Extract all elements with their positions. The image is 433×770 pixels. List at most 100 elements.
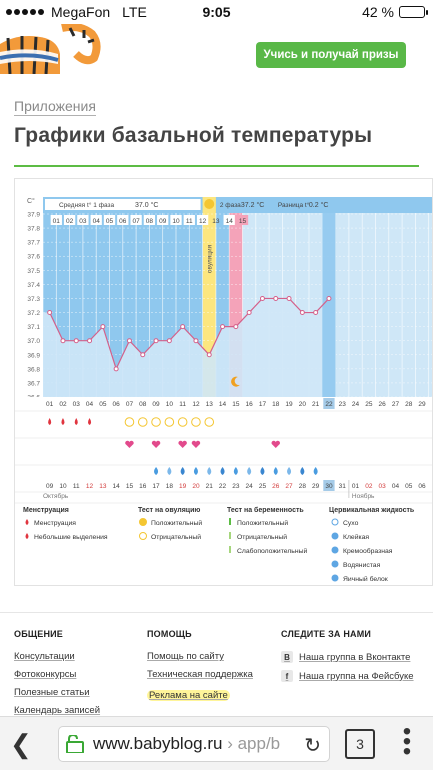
header-day-cell	[103, 215, 116, 225]
legend-fluid-icon	[331, 574, 339, 582]
temperature-point	[100, 324, 106, 330]
legend-item: Кремообразная	[343, 547, 393, 555]
day-number-label: 19	[285, 401, 293, 408]
ovulation-test-icon	[124, 417, 135, 427]
url-path[interactable]: › app/b	[222, 734, 281, 753]
facebook-link-label[interactable]: Наша группа на Фейсбуке	[299, 670, 414, 682]
header-day-cell	[170, 215, 182, 225]
calendar-date-label: 20	[192, 483, 200, 490]
day-number-label: 08	[139, 401, 147, 408]
address-bar[interactable]: www.babyblog.ru › app/b ↻	[58, 726, 330, 762]
today-date-highlight	[323, 480, 335, 491]
url-text[interactable]: www.babyblog.ru › app/b	[93, 734, 280, 754]
day-number-label: 06	[113, 401, 121, 408]
day-number-label: 21	[312, 401, 320, 408]
header-day-cell	[157, 215, 169, 225]
day-number-label: 24	[352, 401, 360, 408]
title-divider	[14, 165, 419, 167]
reload-icon[interactable]: ↻	[304, 735, 321, 757]
header-day-cell	[50, 215, 62, 225]
header-day-cell	[236, 215, 249, 225]
facebook-icon: f	[281, 670, 293, 682]
breadcrumb[interactable]: Приложения	[14, 98, 96, 116]
calendar-date-label: 07	[432, 483, 433, 490]
header-day-cell	[183, 215, 195, 225]
header-day-label: 14	[226, 218, 234, 225]
footer-link[interactable]: Консультации	[14, 651, 75, 662]
temperature-point	[113, 366, 119, 372]
network-type: LTE	[122, 4, 147, 20]
y-tick-label: 37.3	[27, 296, 40, 303]
footer: ОБЩЕНИЕ Консультации Фотоконкурсы Полезн…	[0, 612, 433, 716]
status-bar: MegaFon LTE 9:05 42 %	[0, 0, 433, 24]
legend-fluid-icon	[331, 518, 339, 526]
legend-item: Менструация	[34, 520, 76, 527]
tabs-button[interactable]: 3	[345, 729, 375, 759]
day-number-label: 16	[246, 401, 254, 408]
period-drop-icon	[48, 418, 52, 425]
current-day-highlight	[323, 398, 335, 409]
browser-toolbar: ❮ www.babyblog.ru › app/b ↻ 3 • • •	[0, 716, 433, 770]
back-arrow-icon[interactable]: ❮	[10, 729, 32, 759]
url-domain[interactable]: www.babyblog.ru	[93, 734, 223, 753]
y-tick-label: 36.7	[27, 380, 40, 387]
calendar-date-label: 19	[179, 483, 187, 490]
facebook-group-link[interactable]: f Наша группа на Фейсбуке	[281, 670, 414, 682]
menu-dots-icon[interactable]: • • •	[402, 718, 412, 765]
ovulation-label: овуляция	[206, 244, 213, 273]
header-day-cell	[130, 215, 142, 225]
cervical-fluid-icon	[247, 467, 252, 475]
calendar-date-label: 27	[285, 483, 293, 490]
temperature-point	[87, 338, 93, 344]
header-day-label: 01	[53, 218, 61, 225]
footer-link[interactable]: Реклама на сайте	[147, 690, 253, 701]
day-number-label: 28	[405, 401, 413, 408]
day-number-label: 04	[86, 401, 94, 408]
phase2-value: 37.2 °C	[241, 201, 264, 209]
header-day-label: 07	[132, 218, 140, 225]
calendar-date-label: 06	[418, 483, 426, 490]
y-axis-label: C°	[27, 197, 35, 205]
footer-link[interactable]: Техническая поддержка	[147, 669, 253, 680]
period-drop-icon	[74, 418, 78, 425]
header-day-label: 15	[239, 218, 247, 225]
y-tick-label: 37.1	[27, 324, 40, 331]
legend-fluid-icon	[331, 546, 339, 554]
advertising-link-label[interactable]: Реклама на сайте	[147, 690, 230, 701]
footer-link[interactable]: Фотоконкурсы	[14, 669, 77, 680]
day-number-label: 30	[432, 401, 433, 408]
vk-group-link[interactable]: B Наша группа в Вконтакте	[281, 651, 414, 663]
calendar-date-label: 25	[259, 483, 267, 490]
day-number-label: 29	[418, 401, 426, 408]
battery-percent: 42 %	[362, 4, 394, 20]
y-tick-label: 37.9	[27, 212, 40, 219]
vk-link-label[interactable]: Наша группа в Вконтакте	[299, 651, 411, 663]
footer-col-community: ОБЩЕНИЕ Консультации Фотоконкурсы Полезн…	[14, 629, 100, 723]
y-tick-label: 37.0	[27, 338, 40, 345]
battery-status: 42 %	[362, 4, 428, 20]
footer-link[interactable]: Календарь записей	[14, 705, 101, 716]
legend-title: Тест на беременность	[227, 506, 304, 514]
footer-link[interactable]: Полезные статьи	[14, 687, 90, 698]
phase2-label: 2 фаза	[220, 202, 241, 209]
phase1-stats-box	[45, 199, 201, 210]
day-number-label: 10	[166, 401, 174, 408]
calendar-date-label: 31	[339, 483, 347, 490]
legend-drop-icon	[25, 533, 29, 539]
header-day-label: 04	[93, 218, 101, 225]
header-day-label: 08	[146, 218, 154, 225]
temperature-point	[73, 338, 79, 344]
day-number-label: 03	[73, 401, 81, 408]
calendar-date-label: 15	[126, 483, 134, 490]
heart-icon	[178, 440, 187, 448]
promo-button[interactable]: Учись и получай призы	[256, 42, 406, 68]
period-drop-icon	[61, 418, 65, 425]
legend-fluid-icon	[331, 532, 339, 540]
legend-item: Сухо	[343, 520, 359, 527]
footer-link[interactable]: Помощь по сайту	[147, 651, 224, 662]
bbt-chart-svg: 37.9 37.8 37.7 37.6 37.5 37.4 37.3 37.2 37.1 37.0…	[15, 197, 433, 583]
legend-pregnancy-icon	[229, 532, 231, 539]
calendar-date-label: 11	[73, 483, 80, 490]
clock: 9:05	[202, 4, 231, 20]
day-number-label: 23	[339, 401, 347, 408]
